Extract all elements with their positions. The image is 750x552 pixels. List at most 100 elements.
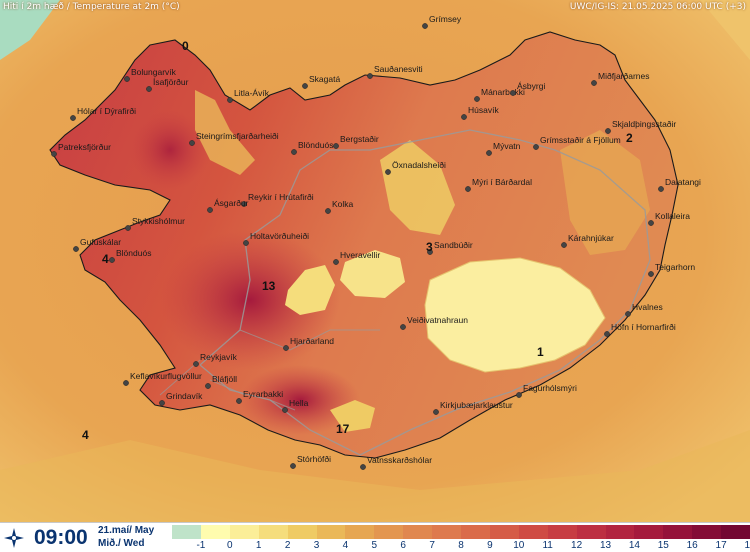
legend-tick-label: -1 [196,540,206,551]
place-label: Eyrarbakki [243,389,283,399]
legend-swatch [432,525,462,539]
legend-tick-label: 9 [487,540,493,551]
legend-swatch [345,525,375,539]
legend-swatch [200,525,231,539]
place-7: Skagatá [302,74,340,89]
place-label: Grindavík [166,391,203,401]
place-1: Bolungarvík [124,67,177,82]
place-20: Dalatangi [658,177,701,192]
place-label: Stórhöfði [297,454,331,464]
place-22: Reykir í Hrútafirði [241,192,314,207]
station-dot [465,186,471,192]
legend-swatch [547,525,578,539]
warm-core-west [160,230,340,370]
place-label: Kirkjubæjarklaustur [440,400,513,410]
place-42: Eyrarbakki [236,389,283,404]
place-label: Hjarðarland [290,336,334,346]
station-dot [591,80,597,86]
place-39: Bláfjöll [205,374,237,389]
isoline-label: 3 [426,240,433,254]
place-21: Kollaleira [648,211,690,226]
place-label: Hólar í Dýrafirði [77,106,136,116]
compass-logo-icon [4,528,24,548]
station-dot [648,271,654,277]
isoline-label: 2 [626,131,633,145]
place-label: Grímsey [429,14,462,24]
legend-swatch [663,525,693,539]
legend-swatch [692,525,722,539]
place-label: Öxnadalsheiði [392,160,446,170]
model-run-info: UWC/IG-IS: 21.05.2025 06:00 UTC (+3) [569,2,746,12]
road-network [199,129,651,456]
place-13: Skjaldþingsstaðir [605,119,676,134]
place-17: Blönduós [291,140,333,155]
legend-tick-label: 8 [458,540,464,551]
place-label: Hveravellir [340,250,380,260]
place-46: Vatnsskarðshólar [360,455,432,470]
station-dot [648,220,654,226]
place-15: Mývatn [486,141,521,156]
place-label: Mývatn [493,141,521,151]
road-southwest [159,359,296,411]
place-label: Kollaleira [655,211,690,221]
legend-tick-label: 10 [513,540,525,551]
sea-patch-ne [700,0,750,60]
place-label: Húsavík [468,105,499,115]
legend-swatch [634,525,664,539]
station-dot [474,96,480,102]
station-dot [241,201,247,207]
legend-swatch [721,525,750,539]
place-8: Sauðanesviti [367,64,423,79]
place-6: Litla-Ávík [227,88,270,103]
east-cool-highland [560,130,650,255]
vatnajokull-glacier [424,257,606,373]
legend-tick-label: 1 [255,540,262,551]
station-dot [333,143,339,149]
isoline-label: 1 [537,345,544,359]
station-dot [146,86,152,92]
place-23: Kolka [325,199,354,214]
legend-swatch [403,525,433,539]
place-45: Stórhöfði [290,454,331,469]
place-34: Veiðivatnahraun [400,315,468,330]
station-dot [516,392,522,398]
station-dot [385,169,391,175]
place-label: Veiðivatnahraun [407,315,468,325]
road-highland [239,329,380,351]
place-label: Kárahnjúkar [568,233,614,243]
temperature-legend: -10123456789101112131415161718 [172,525,750,552]
station-dot [70,115,76,121]
station-dot [427,249,433,255]
station-dot [282,407,288,413]
station-dot [73,246,79,252]
station-dot [109,257,115,263]
place-11: Ásbyrgi [510,81,545,96]
northwest-cool-ridge [195,90,255,175]
place-label: Holtavörðuheiði [250,231,309,241]
place-label: Steingrímsfjarðarheiði [196,131,279,141]
legend-swatch [489,525,520,539]
legend-tick-label: 0 [227,540,233,551]
map-title: Hiti í 2m hæð / Temperature at 2m (°C) [3,2,180,12]
station-dot [159,400,165,406]
place-label: Hvalnes [632,302,663,312]
place-label: Hella [289,398,309,408]
station-dot [433,409,439,415]
isoline-labels-layer: 0 2 3 4 13 1 17 4 [82,39,633,442]
legend-tick-label: 16 [686,540,698,551]
station-dot [658,186,664,192]
legend-swatch [258,525,289,539]
station-dot [561,242,567,248]
station-dot [333,259,339,265]
place-24: Ásgarður [207,198,249,213]
footer-bar: 09:00 21.maí/ May Mið./ Wed -1 0 1 2 3 4 5 6 7 8 9… [0,522,750,552]
station-dot [302,83,308,89]
legend-tick-label: 4 [342,540,349,551]
place-label: Reykir í Hrútafirði [248,192,314,202]
place-30: Blönduós [109,248,151,263]
place-25: Stykkishólmur [125,216,185,231]
station-dot [51,151,57,157]
place-label: Mýri í Bárðardal [472,177,532,187]
place-19: Mýri í Bárðardal [465,177,532,192]
